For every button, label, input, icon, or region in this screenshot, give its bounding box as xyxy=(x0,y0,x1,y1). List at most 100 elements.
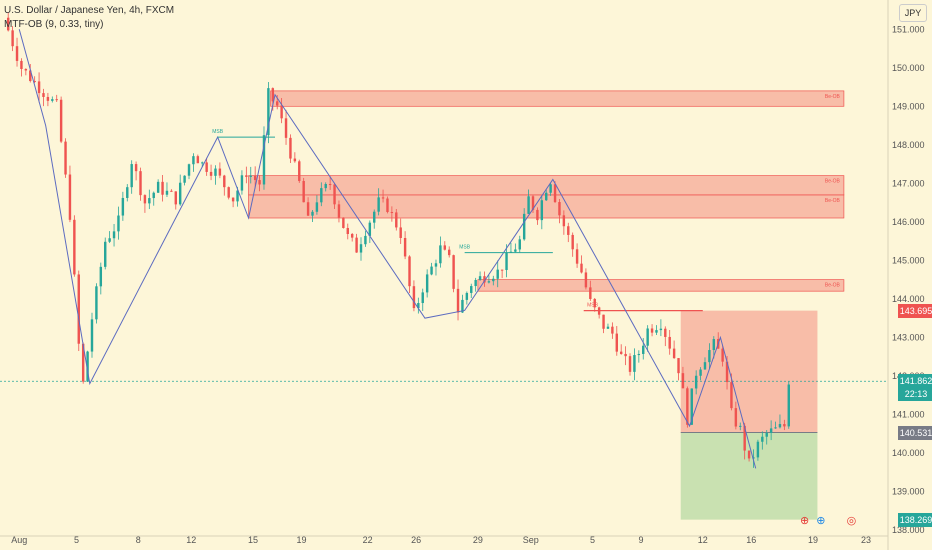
candle-body xyxy=(483,276,486,283)
candle-body xyxy=(350,234,354,238)
candle-body xyxy=(708,350,711,363)
candle-body xyxy=(549,184,552,193)
candle-body xyxy=(602,314,605,329)
candle-body xyxy=(769,428,773,433)
candle-body xyxy=(390,212,394,214)
candle-body xyxy=(395,212,398,228)
candle-body xyxy=(487,281,491,283)
x-tick-label: 26 xyxy=(411,535,421,545)
candle-body xyxy=(218,168,222,176)
candle-body xyxy=(324,184,327,189)
candle-body xyxy=(236,190,239,202)
currency-button[interactable]: JPY xyxy=(899,4,927,22)
candle-body xyxy=(439,245,442,264)
candle-body xyxy=(249,175,252,177)
flag-icon[interactable]: ⊕ xyxy=(800,515,810,527)
candle-body xyxy=(540,200,544,221)
candle-body xyxy=(364,235,367,245)
candle-body xyxy=(425,274,429,293)
candle-body xyxy=(465,292,469,300)
flag-icon-2[interactable]: ⊕ xyxy=(816,515,826,527)
x-tick-label: 9 xyxy=(639,535,644,545)
zigzag-line xyxy=(18,29,757,469)
indicator-label[interactable]: MTF-OB (9, 0.33, tiny) xyxy=(4,19,104,30)
candle-body xyxy=(104,241,107,267)
candle-body xyxy=(311,211,314,216)
target-icon[interactable]: ◎ xyxy=(846,515,857,527)
candle-body xyxy=(611,326,614,334)
candle-body xyxy=(567,226,570,235)
candle-body xyxy=(134,164,138,172)
y-tick-label: 140.000 xyxy=(892,448,925,458)
candle-body xyxy=(231,197,235,202)
x-tick-label: 19 xyxy=(808,535,818,545)
candle-body xyxy=(593,298,596,308)
msb-label: MSB xyxy=(459,245,471,251)
candle-body xyxy=(245,175,248,177)
candle-body xyxy=(90,319,94,352)
candle-body xyxy=(33,80,36,82)
x-tick-label: 12 xyxy=(186,535,196,545)
x-tick-label: 29 xyxy=(473,535,483,545)
candle-body xyxy=(112,231,116,239)
candle-body xyxy=(192,156,195,165)
candle-body xyxy=(183,175,186,183)
candle-body xyxy=(178,182,182,205)
candle-body xyxy=(298,161,301,181)
candle-body xyxy=(478,276,482,280)
candle-body xyxy=(59,99,63,142)
candle-body xyxy=(11,30,14,47)
candle-body xyxy=(20,60,23,69)
candle-body xyxy=(558,202,561,216)
x-tick-label: 19 xyxy=(296,535,306,545)
candle-body xyxy=(412,286,416,309)
candle-body xyxy=(68,174,72,220)
candle-body xyxy=(399,227,402,239)
candle-body xyxy=(690,388,693,425)
candle-body xyxy=(496,269,499,279)
y-tick-label: 150.000 xyxy=(892,63,925,73)
candle-body xyxy=(403,238,407,257)
candle-body xyxy=(624,353,627,357)
candle-body xyxy=(514,249,517,252)
candle-body xyxy=(42,93,45,97)
candle-body xyxy=(522,213,526,240)
candle-body xyxy=(51,99,54,101)
candle-body xyxy=(386,198,389,213)
candle-body xyxy=(333,184,336,205)
candle-body xyxy=(664,328,667,337)
candle-body xyxy=(421,292,424,304)
y-tick-label: 139.000 xyxy=(892,486,925,496)
candle-body xyxy=(346,227,349,235)
candle-body xyxy=(161,181,164,195)
y-tick-label: 149.000 xyxy=(892,101,925,111)
candle-body xyxy=(284,118,288,138)
price-tag: 143.695 xyxy=(898,303,932,318)
candle-body xyxy=(139,171,142,196)
x-tick-label: 5 xyxy=(74,535,79,545)
candle-body xyxy=(470,286,473,293)
candle-body xyxy=(64,141,67,175)
candle-body xyxy=(615,333,618,352)
candle-body xyxy=(342,217,345,228)
candle-body xyxy=(686,388,689,425)
candle-body xyxy=(589,287,592,299)
candle-body xyxy=(240,175,244,191)
candle-body xyxy=(359,244,363,253)
candle-body xyxy=(597,307,601,315)
candle-body xyxy=(337,204,341,218)
candle-body xyxy=(328,184,332,186)
candle-body xyxy=(302,180,305,203)
x-tick-label: 23 xyxy=(861,535,871,545)
order-block-label: Be-OB xyxy=(825,94,841,100)
symbol-title[interactable]: U.S. Dollar / Japanese Yen, 4h, FXCM xyxy=(4,5,175,16)
candle-body xyxy=(637,353,641,356)
x-tick-label: 5 xyxy=(590,535,595,545)
candle-body xyxy=(81,343,85,382)
candle-body xyxy=(619,351,623,354)
candle-body xyxy=(575,249,579,264)
order-block xyxy=(477,279,845,292)
candle-body xyxy=(571,234,574,250)
